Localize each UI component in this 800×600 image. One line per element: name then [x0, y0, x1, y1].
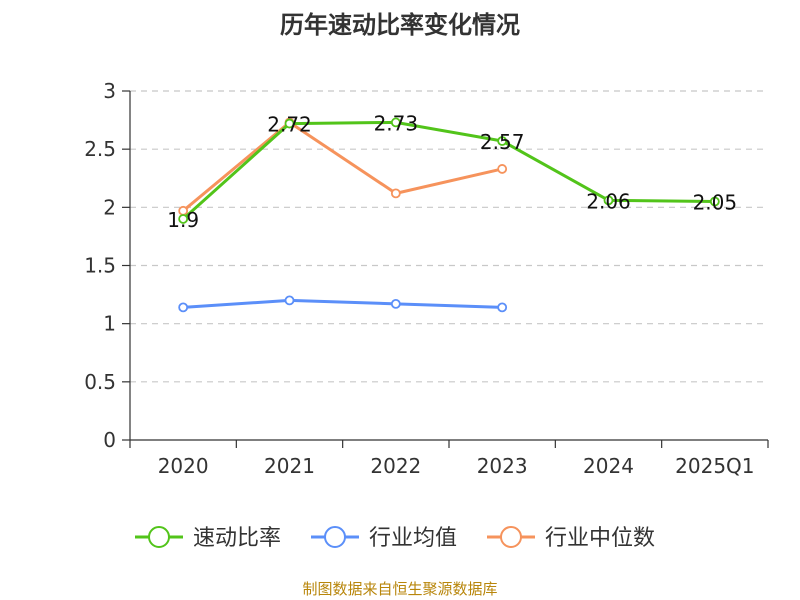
- data-label: 2.05: [693, 191, 738, 215]
- y-tick-label: 0.5: [84, 370, 116, 394]
- data-label: 1.9: [167, 208, 199, 232]
- series-group: [178, 117, 720, 313]
- series-line: [183, 298, 503, 309]
- data-point[interactable]: [390, 188, 401, 199]
- y-tick-label: 3: [103, 79, 116, 103]
- data-point[interactable]: [497, 136, 508, 146]
- gridlines: [130, 90, 768, 383]
- legend-swatch-marker: [324, 526, 346, 548]
- y-tick-label: 2: [103, 195, 116, 219]
- x-tick-label: 2022: [370, 454, 421, 478]
- data-label: 2.72: [267, 113, 312, 137]
- data-point[interactable]: [284, 295, 295, 306]
- x-tick-label: 2025Q1: [675, 454, 754, 478]
- x-tick-label: 2023: [477, 454, 528, 478]
- axes: 0 0.5 1 1.5 2 2.5 3 2020 2021 2022 2023 2024 2025Q1: [84, 79, 769, 478]
- legend-item[interactable]: 速动比率: [135, 526, 281, 551]
- series-line: [182, 120, 503, 212]
- legend-swatch-marker: [148, 526, 170, 548]
- legend-item[interactable]: 行业中位数: [487, 526, 655, 551]
- legend[interactable]: 速动比率 行业均值 行业中位数: [135, 526, 655, 551]
- series-line: [182, 120, 715, 221]
- data-label: 2.57: [480, 130, 525, 154]
- y-tick-label: 0: [103, 428, 116, 452]
- legend-label: 行业中位数: [545, 526, 655, 551]
- legend-label: 速动比率: [193, 526, 281, 551]
- x-tick-label: 2024: [583, 454, 634, 478]
- legend-label: 行业均值: [369, 526, 457, 551]
- data-point[interactable]: [178, 302, 189, 313]
- x-tick-label: 2021: [264, 454, 315, 478]
- y-tick-label: 1.5: [84, 254, 116, 278]
- y-tick-label: 1: [103, 312, 116, 336]
- data-point[interactable]: [497, 164, 508, 174]
- chart-title: 历年速动比率变化情况: [280, 11, 520, 39]
- data-point[interactable]: [709, 196, 720, 207]
- data-point[interactable]: [178, 214, 189, 224]
- legend-swatch-marker: [500, 526, 522, 548]
- data-point[interactable]: [603, 195, 614, 206]
- data-point[interactable]: [390, 117, 401, 128]
- source-note: 制图数据来自恒生聚源数据库: [302, 580, 497, 598]
- data-label: 2.73: [374, 111, 419, 135]
- x-tick-label: 2020: [158, 454, 209, 478]
- data-label: 2.06: [586, 189, 631, 213]
- data-point[interactable]: [390, 298, 401, 309]
- legend-item[interactable]: 行业均值: [311, 526, 457, 551]
- data-labels: 1.9 2.72 2.73 2.57 2.06 2.05: [167, 111, 737, 232]
- data-point[interactable]: [284, 118, 295, 129]
- y-tick-label: 2.5: [84, 137, 116, 161]
- data-point[interactable]: [497, 302, 508, 313]
